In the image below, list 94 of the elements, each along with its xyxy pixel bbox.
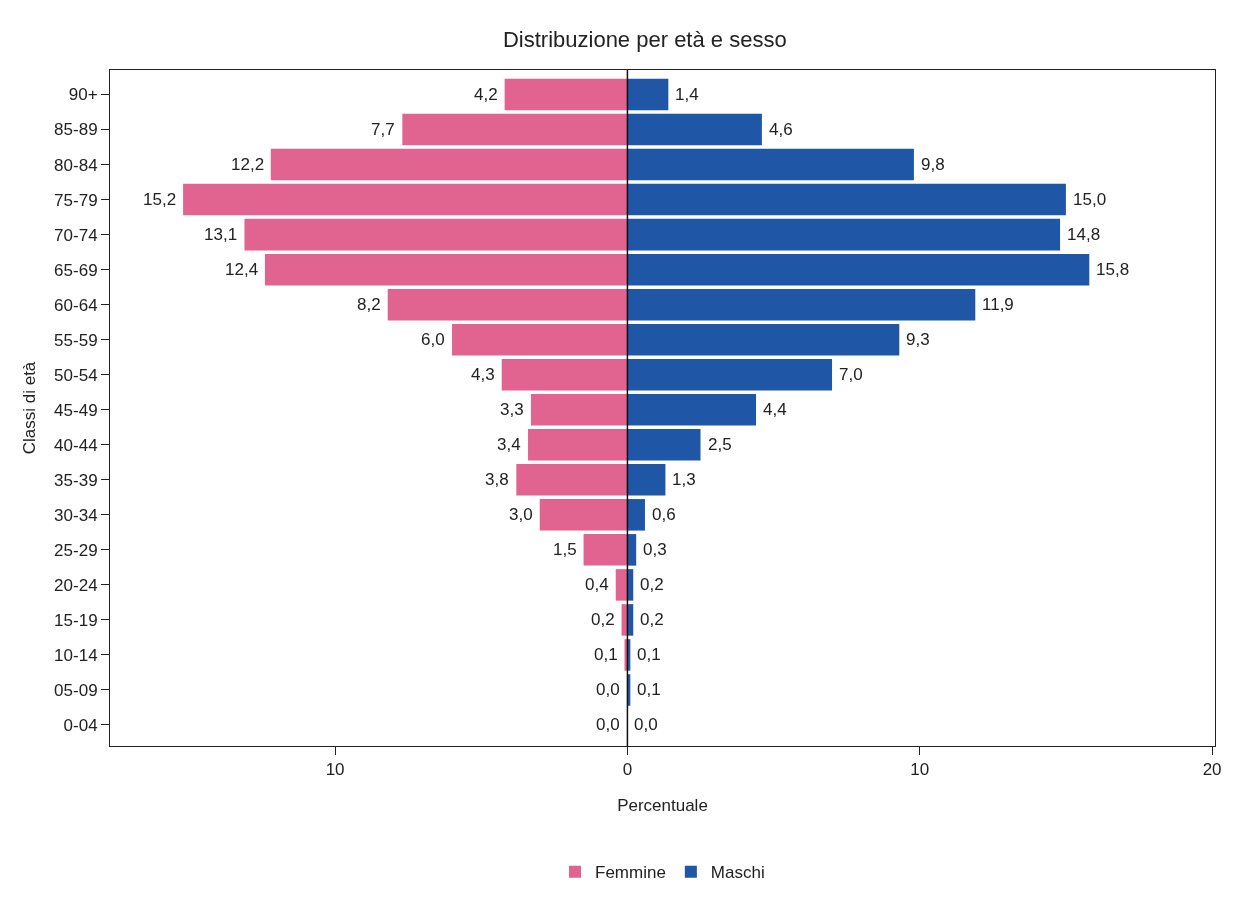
y-tick-label: 30-34 <box>54 505 98 525</box>
y-tick-label: 15-19 <box>54 610 98 630</box>
legend-label: Maschi <box>710 863 765 883</box>
data-label: 7,7 <box>371 120 395 139</box>
y-axis-title: Classi di età <box>19 361 39 455</box>
y-tick-label: 0-04 <box>63 715 98 735</box>
data-label: 8,2 <box>357 295 381 314</box>
bar <box>528 429 628 461</box>
bar <box>627 429 701 461</box>
y-tick-label: 90+ <box>68 85 98 105</box>
data-label: 1,3 <box>672 470 696 489</box>
bar <box>627 358 833 391</box>
data-label: 0,0 <box>634 715 658 734</box>
data-label: 15,2 <box>143 190 177 209</box>
data-label: 12,2 <box>231 155 265 174</box>
data-label: 4,4 <box>763 400 787 419</box>
data-label: 3,4 <box>497 435 521 454</box>
chart-title: Distribuzione per età e sesso <box>502 26 787 52</box>
bar <box>244 218 628 251</box>
x-tick-label: 20 <box>1202 760 1222 780</box>
data-label: 15,0 <box>1073 190 1107 209</box>
data-label: 2,5 <box>708 435 732 454</box>
data-label: 9,8 <box>921 155 945 174</box>
data-label: 3,8 <box>485 470 509 489</box>
data-label: 3,0 <box>509 505 533 524</box>
y-tick-label: 40-44 <box>54 435 98 455</box>
bar <box>583 534 628 566</box>
y-tick-label: 45-49 <box>54 400 98 420</box>
data-label: 0,0 <box>596 715 620 734</box>
data-label: 1,4 <box>675 85 699 104</box>
bar <box>501 358 628 391</box>
bar <box>627 499 645 531</box>
data-label: 11,9 <box>982 295 1014 314</box>
data-label: 3,3 <box>500 400 524 419</box>
data-label: 6,0 <box>421 330 445 349</box>
bar <box>627 113 762 146</box>
bar <box>264 253 628 286</box>
y-tick-label: 75-79 <box>54 190 98 210</box>
y-tick-label: 50-54 <box>54 365 98 385</box>
data-label: 0,2 <box>640 575 664 594</box>
bar <box>627 148 914 181</box>
y-tick-label: 55-59 <box>54 330 98 350</box>
data-label: 15,8 <box>1096 260 1130 279</box>
x-tick-label: 0 <box>622 760 633 780</box>
data-label: 7,0 <box>839 365 863 384</box>
data-label: 4,3 <box>471 365 495 384</box>
y-tick-label: 35-39 <box>54 470 98 490</box>
data-label: 1,5 <box>553 540 577 559</box>
bar <box>270 148 628 181</box>
y-tick-label: 80-84 <box>54 155 98 175</box>
bar <box>516 464 628 496</box>
data-label: 0,1 <box>637 645 661 664</box>
data-label: 0,2 <box>640 610 664 629</box>
bar <box>627 464 666 496</box>
data-label: 13,1 <box>204 225 238 244</box>
bar <box>504 78 628 111</box>
bar <box>627 218 1061 251</box>
y-tick-label: 70-74 <box>54 225 98 245</box>
data-label: 0,2 <box>591 610 615 629</box>
bar <box>627 253 1090 286</box>
legend-label: Femmine <box>595 863 666 883</box>
data-label: 12,4 <box>225 260 259 279</box>
bar <box>627 288 976 321</box>
y-tick-label: 20-24 <box>54 575 98 595</box>
data-label: 14,8 <box>1067 225 1101 244</box>
bar <box>615 569 628 601</box>
data-label: 0,3 <box>643 540 667 559</box>
x-tick-label: 10 <box>910 760 930 780</box>
bar <box>627 183 1066 216</box>
x-tick-label: 10 <box>325 760 345 780</box>
y-tick-label: 65-69 <box>54 260 98 280</box>
data-label: 4,6 <box>769 120 793 139</box>
x-axis-title: Percentuale <box>617 795 708 815</box>
y-tick-label: 10-14 <box>54 645 98 665</box>
data-label: 0,6 <box>652 505 676 524</box>
bar <box>627 393 757 426</box>
data-label: 0,0 <box>596 680 620 699</box>
bar <box>627 323 900 356</box>
y-tick-label: 05-09 <box>54 680 98 700</box>
bar <box>530 393 628 426</box>
data-label: 0,4 <box>585 575 609 594</box>
y-tick-label: 25-29 <box>54 540 98 560</box>
bar <box>452 323 628 356</box>
bar <box>402 113 628 146</box>
y-tick-label: 85-89 <box>54 120 98 140</box>
data-label: 4,2 <box>474 85 498 104</box>
bar <box>627 78 669 111</box>
bar <box>183 183 628 216</box>
data-label: 9,3 <box>906 330 930 349</box>
bar <box>387 288 628 321</box>
y-tick-label: 60-64 <box>54 295 98 315</box>
data-label: 0,1 <box>594 645 618 664</box>
data-label: 0,1 <box>637 680 661 699</box>
bar <box>539 499 628 531</box>
